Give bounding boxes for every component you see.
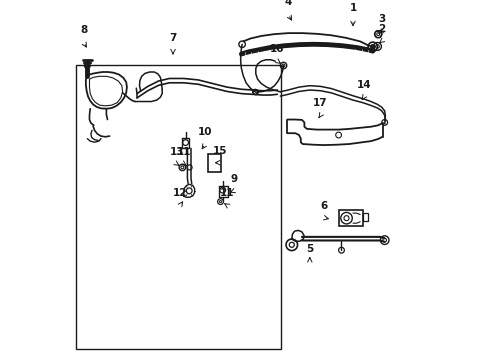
Text: 1: 1 <box>349 3 357 13</box>
Circle shape <box>370 45 375 49</box>
Text: 11: 11 <box>176 147 191 157</box>
Text: 16: 16 <box>270 44 285 54</box>
Text: 12: 12 <box>173 188 188 198</box>
Bar <box>363 213 368 221</box>
Text: 7: 7 <box>170 33 177 43</box>
Bar <box>339 210 363 226</box>
Text: 9: 9 <box>231 174 238 184</box>
Text: 5: 5 <box>306 244 314 254</box>
Bar <box>208 154 221 172</box>
Text: 17: 17 <box>313 98 328 108</box>
Text: 11: 11 <box>220 188 234 198</box>
Text: 14: 14 <box>357 80 371 90</box>
Text: 2: 2 <box>378 24 386 34</box>
Text: 3: 3 <box>378 14 386 24</box>
Text: 6: 6 <box>320 201 328 211</box>
Text: 15: 15 <box>213 145 227 156</box>
Text: 4: 4 <box>285 0 292 7</box>
Text: 10: 10 <box>198 127 213 137</box>
Text: 13: 13 <box>170 147 184 157</box>
Bar <box>76 65 281 349</box>
Text: 8: 8 <box>80 25 87 35</box>
